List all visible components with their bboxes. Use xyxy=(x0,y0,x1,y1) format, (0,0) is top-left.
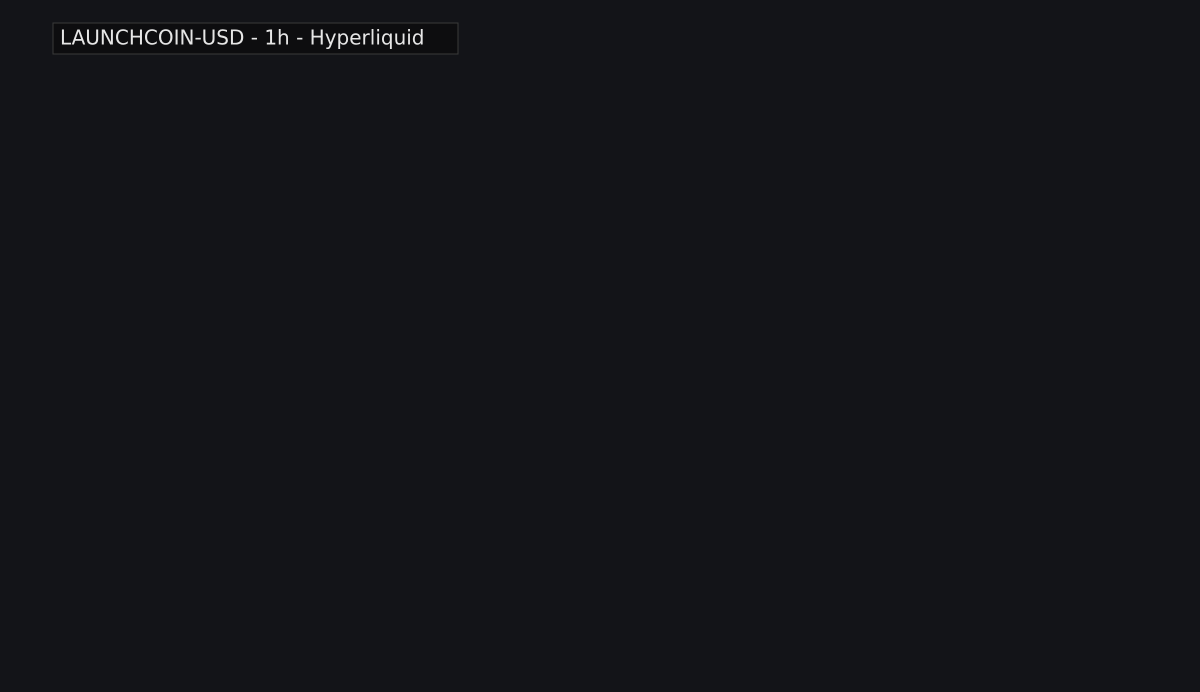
chart-title: LAUNCHCOIN-USD - 1h - Hyperliquid xyxy=(60,26,425,50)
title-box xyxy=(52,22,459,55)
